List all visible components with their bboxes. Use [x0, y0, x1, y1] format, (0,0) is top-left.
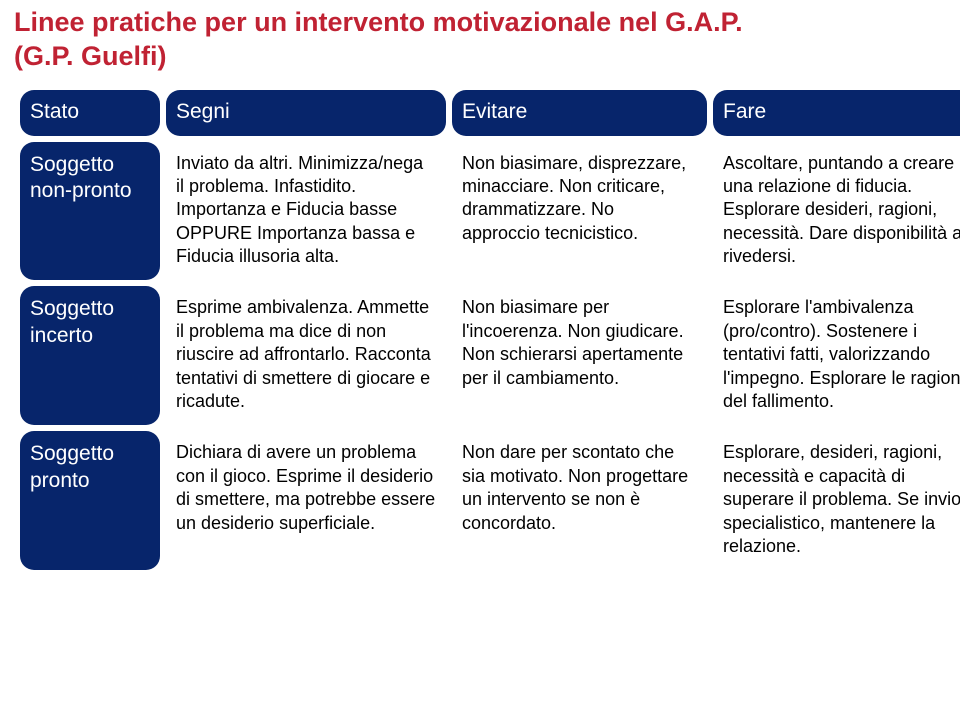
col-fare: Fare [713, 90, 960, 136]
table-row: Soggetto incerto Esprime ambivalenza. Am… [20, 286, 960, 425]
cell-fare: Esplorare, desideri, ragioni, necessità … [713, 431, 960, 570]
col-segni: Segni [166, 90, 446, 136]
page-title: Linee pratiche per un intervento motivaz… [14, 6, 946, 74]
row-stato: Soggetto non-pronto [20, 142, 160, 281]
intervention-table: Stato Segni Evitare Fare Soggetto non-pr… [14, 84, 960, 577]
cell-segni: Dichiara di avere un problema con il gio… [166, 431, 446, 570]
cell-evitare: Non biasimare, disprezzare, minacciare. … [452, 142, 707, 281]
col-evitare: Evitare [452, 90, 707, 136]
cell-fare: Esplorare l'ambivalenza (pro/contro). So… [713, 286, 960, 425]
cell-evitare: Non dare per scontato che sia motivato. … [452, 431, 707, 570]
table-header-row: Stato Segni Evitare Fare [20, 90, 960, 136]
cell-segni: Inviato da altri. Minimizza/nega il prob… [166, 142, 446, 281]
title-line-2: (G.P. Guelfi) [14, 41, 167, 71]
cell-evitare: Non biasimare per l'incoerenza. Non giud… [452, 286, 707, 425]
cell-segni: Esprime ambivalenza. Ammette il problema… [166, 286, 446, 425]
table-row: Soggetto non-pronto Inviato da altri. Mi… [20, 142, 960, 281]
title-line-1: Linee pratiche per un intervento motivaz… [14, 7, 743, 37]
table-row: Soggetto pronto Dichiara di avere un pro… [20, 431, 960, 570]
row-stato: Soggetto pronto [20, 431, 160, 570]
cell-fare: Ascoltare, puntando a creare una relazio… [713, 142, 960, 281]
col-stato: Stato [20, 90, 160, 136]
row-stato: Soggetto incerto [20, 286, 160, 425]
